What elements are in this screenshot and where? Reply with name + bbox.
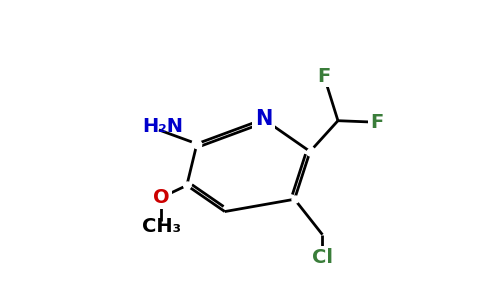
Text: N: N (255, 109, 272, 129)
Text: F: F (318, 67, 331, 85)
Text: CH₃: CH₃ (142, 218, 181, 236)
Text: Cl: Cl (312, 248, 333, 267)
Text: O: O (153, 188, 169, 207)
Text: H₂N: H₂N (142, 117, 183, 136)
Text: F: F (370, 113, 383, 132)
